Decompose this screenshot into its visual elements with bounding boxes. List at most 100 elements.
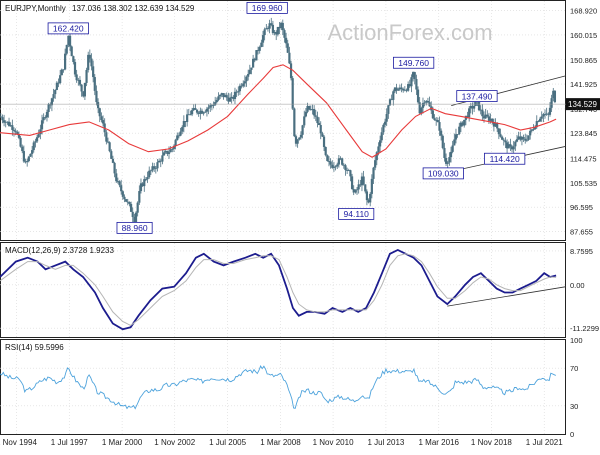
candle-body xyxy=(105,132,108,142)
candle-body xyxy=(68,35,72,47)
price-layer: 162.420 88.960 169.960 94.110 149.760 109.030… xyxy=(0,1,600,234)
candle-body xyxy=(265,28,268,30)
grid-layer xyxy=(0,1,566,434)
candle-body xyxy=(55,82,58,90)
candle-body xyxy=(256,50,260,51)
candle-body xyxy=(27,156,30,162)
candle-body xyxy=(436,119,439,123)
candle-body xyxy=(14,130,17,132)
candle-body xyxy=(207,107,210,109)
x-tick-label: 1 Nov 1994 xyxy=(0,438,37,447)
macd-line xyxy=(0,249,557,331)
candle-body xyxy=(52,94,55,99)
candle-body xyxy=(222,93,225,98)
candle-body xyxy=(177,135,181,137)
candle-body xyxy=(357,184,360,190)
candle-body xyxy=(197,112,200,114)
candle-body xyxy=(39,129,42,135)
candle-body xyxy=(443,147,446,158)
candle-body xyxy=(392,91,395,100)
candle-body xyxy=(379,140,382,147)
candle-body xyxy=(223,95,227,98)
candle-body xyxy=(184,121,187,123)
candle-body xyxy=(189,114,192,116)
candle-body xyxy=(215,100,218,103)
candle-body xyxy=(496,123,499,129)
candle-body xyxy=(237,91,240,93)
candle-body xyxy=(192,108,195,111)
candle-body xyxy=(250,67,253,70)
candle-body xyxy=(179,131,182,136)
candle-body xyxy=(240,85,243,87)
candle-body xyxy=(209,105,212,108)
candle-body xyxy=(78,79,82,85)
candle-body xyxy=(187,114,190,116)
candle-body xyxy=(390,99,393,101)
candle-body xyxy=(309,109,312,111)
candle-body xyxy=(141,183,144,187)
candle-body xyxy=(525,139,528,141)
candle-body xyxy=(497,128,500,135)
candle-body xyxy=(471,105,474,109)
candle-body xyxy=(228,97,232,102)
candle-body xyxy=(393,87,397,92)
candle-body xyxy=(308,105,311,110)
candle-body xyxy=(365,191,369,201)
candle-body xyxy=(313,109,316,116)
y-tick-label: 87.655 xyxy=(570,227,593,236)
candle-body xyxy=(200,110,204,114)
candle-body xyxy=(164,150,167,153)
candle-body xyxy=(113,162,116,174)
candle-body xyxy=(96,102,100,109)
candle-body xyxy=(474,101,477,106)
price-annotation-label: 94.110 xyxy=(344,209,370,219)
candle-body xyxy=(275,32,278,35)
price-annotation-label: 109.030 xyxy=(428,169,459,179)
price-annotation-box xyxy=(246,1,288,14)
candle-body xyxy=(514,141,517,147)
candle-body xyxy=(136,202,139,213)
price-annotation-label: 162.420 xyxy=(53,24,84,34)
candle-body xyxy=(326,155,329,162)
candle-body xyxy=(527,135,530,140)
candle-body xyxy=(322,136,326,147)
candle-body xyxy=(98,108,101,117)
candle-body xyxy=(341,158,344,165)
candle-body xyxy=(17,134,21,138)
candle-body xyxy=(190,110,194,115)
macd-trendline xyxy=(447,286,567,307)
candle-body xyxy=(126,201,129,203)
x-tick-label: 1 Jul 2013 xyxy=(367,438,404,447)
candle-body xyxy=(293,108,296,137)
candle-body xyxy=(415,79,418,90)
candle-body xyxy=(118,181,121,186)
price-annotation-box xyxy=(47,22,89,35)
sma-line xyxy=(0,64,557,158)
candle-body xyxy=(352,189,355,193)
candle-body xyxy=(255,50,258,61)
candle-body xyxy=(311,109,314,110)
candle-body xyxy=(146,177,149,180)
candle-body xyxy=(232,96,235,99)
candle-body xyxy=(542,114,545,117)
candle-body xyxy=(469,105,472,109)
candle-body xyxy=(243,81,246,84)
candle-body xyxy=(166,150,169,154)
price-panel-frame xyxy=(0,0,566,241)
candle-body xyxy=(438,122,441,131)
candle-body xyxy=(202,112,205,114)
candle-body xyxy=(219,94,222,97)
candle-body xyxy=(296,139,299,144)
candle-body xyxy=(40,120,44,130)
candle-body xyxy=(90,58,93,67)
candle-body xyxy=(199,110,202,114)
candle-body xyxy=(355,189,359,191)
candle-body xyxy=(31,150,34,154)
candle-body xyxy=(47,104,50,112)
candle-body xyxy=(220,93,223,95)
candle-body xyxy=(26,161,29,163)
candle-body xyxy=(2,120,6,123)
candle-body xyxy=(459,122,463,127)
candle-body xyxy=(349,170,352,177)
